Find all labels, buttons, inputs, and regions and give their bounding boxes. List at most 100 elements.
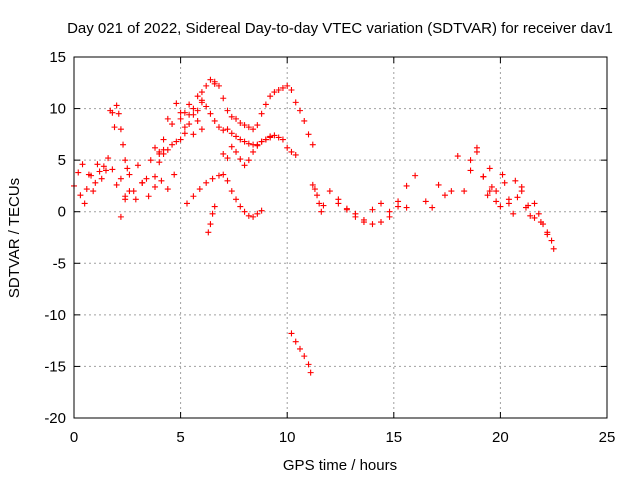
data-point [105,155,112,162]
data-point [292,338,299,345]
data-point [111,124,118,131]
data-point [258,138,265,145]
data-point [77,192,84,199]
y-tick-label: 0 [58,204,66,221]
data-point [467,167,474,174]
data-point [224,155,231,162]
data-point [386,208,393,215]
data-point [343,205,350,212]
data-point [132,196,139,203]
data-point [100,163,107,170]
data-point [152,173,159,180]
data-point [540,221,547,228]
data-point [301,353,308,360]
data-point [403,182,410,189]
data-point [177,115,184,122]
data-point [279,84,286,91]
x-tick-label: 5 [176,429,184,446]
data-point [493,188,500,195]
data-point [296,345,303,352]
data-point [183,200,190,207]
data-point [186,121,193,128]
y-tick-label: -15 [44,358,66,375]
data-point [90,188,97,195]
data-point [288,148,295,155]
data-point [164,146,171,153]
data-point [156,159,163,166]
data-point [237,156,244,163]
data-point [486,165,493,172]
ticks-layer [73,56,608,419]
data-point [233,133,240,140]
data-point [262,101,269,108]
data-point [211,117,218,124]
data-point [250,148,257,155]
data-point [484,192,491,199]
data-point [267,134,274,141]
data-point [92,179,99,186]
data-point [198,97,205,104]
data-point [143,175,150,182]
data-point [198,89,205,96]
data-point [518,183,525,190]
series-arc-15 [309,181,327,215]
data-point [292,151,299,158]
data-point [448,188,455,195]
data-point [194,93,201,100]
data-point [113,181,120,188]
series-arc-14 [288,330,314,376]
data-point [352,210,359,217]
series-arc-06 [152,99,205,155]
data-point [245,140,252,147]
data-point [369,221,376,228]
data-point [173,100,180,107]
data-point [461,188,468,195]
data-point [514,194,521,201]
data-point [245,157,252,164]
data-point [126,188,133,195]
data-point [94,161,101,168]
series-arc-20 [484,179,555,244]
data-point [267,93,274,100]
data-point [314,192,321,199]
data-point [531,214,538,221]
data-point [96,168,103,175]
series-arc-02 [77,161,109,207]
series-arc-10 [211,78,316,148]
x-tick-label: 25 [599,429,616,446]
data-point [113,102,120,109]
data-point [275,87,282,94]
data-point [228,143,235,150]
data-point [109,109,116,116]
data-point [250,126,257,133]
data-point [109,166,116,173]
data-point [181,130,188,137]
data-point [203,82,210,89]
data-point [220,127,227,134]
data-point [209,210,216,217]
y-tick-label: 15 [49,49,66,66]
data-point [169,121,176,128]
data-point [301,117,308,124]
data-point [305,131,312,138]
data-point [254,210,261,217]
data-point [220,171,227,178]
data-point [245,212,252,219]
data-point [224,107,231,114]
data-point [311,186,318,193]
series-arc-18 [422,148,493,211]
data-point [181,109,188,116]
data-point [288,87,295,94]
data-point [316,200,323,207]
data-point [190,193,197,200]
data-point [79,161,86,168]
data-point [473,144,480,151]
data-point [292,99,299,106]
data-point [497,203,504,210]
data-point [544,229,551,236]
data-point [429,204,436,211]
data-point [164,115,171,122]
data-point [194,107,201,114]
